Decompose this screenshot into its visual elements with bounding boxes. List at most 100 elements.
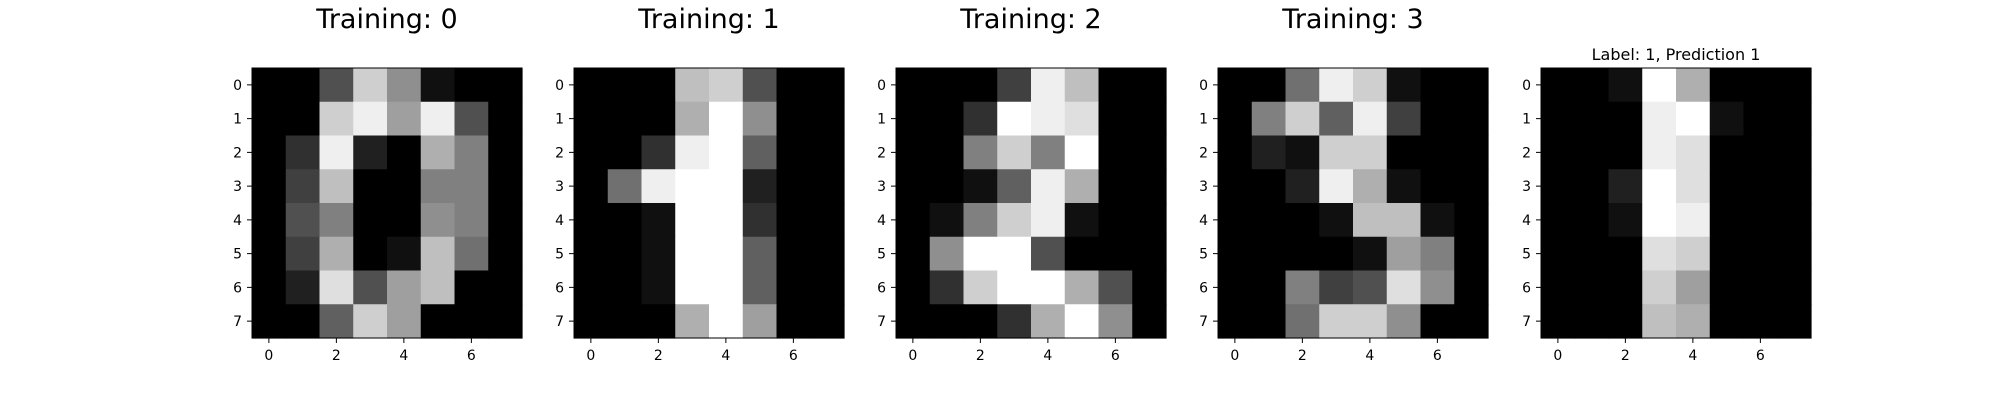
pixel-cell-0-1-1	[285, 101, 321, 137]
pixel-cell-1-6-0	[574, 270, 609, 305]
pixel-cell-4-1-6	[1743, 101, 1778, 137]
y-tick-label-4-1: 1	[1522, 112, 1531, 128]
pixel-cell-4-1-3	[1642, 101, 1677, 137]
pixel-cell-2-4-7	[1132, 203, 1167, 238]
pixel-cell-1-1-2	[641, 101, 676, 137]
pixel-cell-0-3-2	[319, 169, 354, 204]
pixel-cell-1-5-3	[675, 236, 710, 272]
pixel-cell-0-1-5	[420, 101, 456, 137]
pixel-cell-3-6-0	[1218, 270, 1253, 305]
pixel-cell-4-7-3	[1642, 304, 1677, 339]
pixel-cell-2-7-2	[963, 304, 998, 339]
x-tick-label-0-3: 6	[467, 348, 476, 364]
pixel-cell-0-7-3	[353, 304, 388, 339]
pixel-cell-2-3-4	[1031, 169, 1066, 204]
pixel-cell-2-1-6	[1098, 101, 1133, 137]
pixel-cell-4-7-7	[1777, 304, 1812, 339]
pixel-cell-3-1-2	[1285, 101, 1320, 137]
x-tick-label-0-2: 4	[399, 348, 408, 364]
pixel-cell-3-7-2	[1285, 304, 1320, 339]
pixel-cell-2-5-6	[1098, 236, 1133, 272]
pixel-cell-0-5-4	[387, 236, 422, 272]
pixel-cell-2-3-5	[1064, 169, 1100, 204]
pixel-cell-2-1-0	[896, 101, 931, 137]
y-tick-label-4-2: 2	[1522, 145, 1531, 161]
pixel-cell-3-4-2	[1285, 203, 1320, 238]
pixel-cell-3-3-5	[1386, 169, 1422, 204]
pixel-cell-1-2-0	[574, 135, 609, 170]
pixel-cell-1-7-7	[810, 304, 845, 339]
pixel-cell-3-6-3	[1319, 270, 1354, 305]
pixel-cell-3-2-6	[1420, 135, 1455, 170]
panel-frame-4	[1540, 67, 1812, 339]
panel-title-0: Training: 0	[315, 4, 457, 35]
x-tick-label-2-2: 4	[1043, 348, 1052, 364]
pixel-cell-0-3-1	[285, 169, 321, 204]
pixel-cell-4-4-1	[1574, 203, 1610, 238]
pixel-cell-1-5-0	[574, 236, 609, 272]
pixel-cell-1-2-2	[641, 135, 676, 170]
pixel-cell-4-0-1	[1574, 68, 1610, 103]
pixel-cell-3-7-4	[1353, 304, 1388, 339]
pixel-cell-3-6-6	[1420, 270, 1455, 305]
panel-title-3: Training: 3	[1281, 4, 1423, 35]
pixel-cell-1-7-2	[641, 304, 676, 339]
pixel-cell-1-2-3	[675, 135, 710, 170]
pixel-cell-4-3-3	[1642, 169, 1677, 204]
x-tick-label-0-1: 2	[332, 348, 341, 364]
pixel-cell-2-3-2	[963, 169, 998, 204]
pixel-cell-3-3-4	[1353, 169, 1388, 204]
y-tick-label-4-6: 6	[1522, 280, 1531, 296]
pixel-cell-2-1-3	[997, 101, 1032, 137]
pixel-cell-1-2-5	[742, 135, 778, 170]
pixel-cell-3-2-1	[1251, 135, 1287, 170]
pixel-cell-2-0-2	[963, 68, 998, 103]
pixel-cell-1-7-4	[709, 304, 744, 339]
pixel-cell-0-6-4	[387, 270, 422, 305]
pixel-cell-3-7-1	[1251, 304, 1287, 339]
pixel-cell-4-0-7	[1777, 68, 1812, 103]
pixel-cell-1-7-1	[607, 304, 643, 339]
y-tick-label-3-0: 0	[1199, 78, 1208, 94]
pixel-cell-1-5-2	[641, 236, 676, 272]
pixel-cell-3-1-7	[1454, 101, 1489, 137]
pixel-cell-2-2-2	[963, 135, 998, 170]
pixel-cell-3-5-6	[1420, 236, 1455, 272]
pixel-cell-1-3-1	[607, 169, 643, 204]
pixel-cell-0-7-6	[454, 304, 489, 339]
pixel-cell-4-5-6	[1743, 236, 1778, 272]
pixel-cell-3-6-5	[1386, 270, 1422, 305]
pixel-cell-3-2-2	[1285, 135, 1320, 170]
pixel-cell-1-4-5	[742, 203, 778, 238]
pixel-cell-3-0-0	[1218, 68, 1253, 103]
pixel-cell-2-5-7	[1132, 236, 1167, 272]
pixel-cell-3-3-1	[1251, 169, 1287, 204]
pixel-cell-2-4-4	[1031, 203, 1066, 238]
pixel-cell-0-2-4	[387, 135, 422, 170]
pixel-cell-0-1-3	[353, 101, 388, 137]
pixel-cell-1-6-2	[641, 270, 676, 305]
pixel-cell-3-4-3	[1319, 203, 1354, 238]
pixel-cell-0-3-5	[420, 169, 456, 204]
pixel-cell-1-3-3	[675, 169, 710, 204]
pixel-cell-1-0-1	[607, 68, 643, 103]
pixel-cell-0-6-6	[454, 270, 489, 305]
pixel-cell-1-7-6	[776, 304, 811, 339]
pixel-cell-0-5-1	[285, 236, 321, 272]
pixel-cell-4-4-5	[1709, 203, 1745, 238]
pixel-cell-0-3-0	[252, 169, 287, 204]
pixel-cell-3-4-7	[1454, 203, 1489, 238]
pixel-cell-1-0-3	[675, 68, 710, 103]
pixel-cell-1-6-5	[742, 270, 778, 305]
pixel-cell-1-5-5	[742, 236, 778, 272]
y-tick-label-3-7: 7	[1199, 314, 1208, 330]
pixel-cell-2-3-3	[997, 169, 1032, 204]
pixel-cell-3-2-7	[1454, 135, 1489, 170]
pixel-cell-2-7-0	[896, 304, 931, 339]
y-tick-label-0-0: 0	[233, 78, 242, 94]
pixel-cell-1-2-4	[709, 135, 744, 170]
pixel-cell-0-5-3	[353, 236, 388, 272]
pixel-cell-2-5-1	[929, 236, 965, 272]
pixel-cell-1-4-0	[574, 203, 609, 238]
y-tick-label-2-5: 5	[877, 247, 886, 263]
